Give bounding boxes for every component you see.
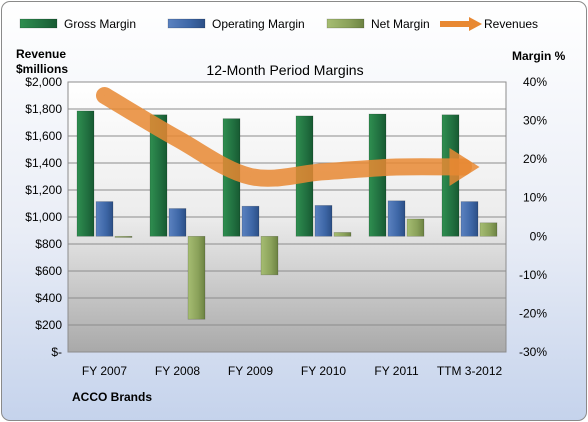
legend-label: Net Margin	[371, 17, 430, 31]
right-tick-label: 10%	[523, 191, 547, 205]
left-tick-label: $1,200	[25, 183, 62, 197]
legend-arrow	[469, 17, 482, 31]
left-tick-label: $400	[35, 291, 62, 305]
left-axis-ticks: $- $200 $400 $600 $800 $1,000 $1,200 $1,400 $1,6…	[25, 75, 62, 359]
legend-label: Operating Margin	[212, 17, 305, 31]
x-tick-label: FY 2010	[301, 364, 346, 378]
right-tick-label: 20%	[523, 152, 547, 166]
revenue-line	[96, 87, 480, 187]
left-tick-label: $200	[35, 318, 62, 332]
right-tick-label: -20%	[519, 306, 547, 320]
left-tick-label: $2,000	[25, 75, 62, 89]
operating-margin-bar	[241, 205, 260, 237]
left-tick-label: $1,000	[25, 210, 62, 224]
right-tick-label: -10%	[519, 268, 547, 282]
revenue-series-line	[96, 87, 472, 187]
operating-margin-bar	[168, 208, 187, 237]
x-axis-ticks: FY 2007 FY 2008 FY 2009 FY 2010 FY 2011 TTM 3…	[82, 364, 503, 378]
right-tick-label: 40%	[523, 75, 547, 89]
chart-title: 12-Month Period Margins	[206, 62, 363, 78]
operating-margin-bar	[314, 205, 333, 237]
left-tick-label: $800	[35, 237, 62, 251]
left-tick-label: $-	[51, 345, 62, 359]
legend-swatch	[167, 18, 206, 29]
legend-label: Revenues	[484, 17, 538, 31]
legend: Gross Margin Operating Margin Net Margin Re…	[19, 17, 538, 31]
net-margin-bar	[333, 232, 352, 237]
gross-margin-bar	[76, 110, 95, 237]
right-tick-label: -30%	[519, 345, 547, 359]
left-tick-label: $1,600	[25, 129, 62, 143]
left-axis-title-line2: $millions	[16, 62, 68, 76]
right-axis-ticks: -30% -20% -10% 0% 10% 20% 30% 40%	[519, 75, 547, 359]
x-tick-label: FY 2009	[228, 364, 273, 378]
net-margin-bar	[406, 218, 425, 237]
x-tick-label: FY 2011	[374, 364, 419, 378]
right-axis-title: Margin %	[512, 49, 566, 63]
net-margin-bar	[260, 235, 279, 276]
legend-label: Gross Margin	[64, 17, 136, 31]
legend-swatch	[326, 18, 365, 29]
left-tick-label: $1,400	[25, 156, 62, 170]
x-tick-label: TTM 3-2012	[437, 364, 503, 378]
operating-margin-bar	[460, 201, 479, 237]
legend-swatch	[19, 18, 58, 29]
right-tick-label: 30%	[523, 114, 547, 128]
company-label: ACCO Brands	[72, 390, 152, 404]
right-tick-label: 0%	[530, 229, 548, 243]
left-tick-label: $1,800	[25, 102, 62, 116]
net-margin-bar	[479, 222, 498, 237]
bars	[76, 110, 498, 320]
left-axis-title-line1: Revenue	[16, 47, 66, 61]
x-tick-label: FY 2007	[82, 364, 127, 378]
net-margin-bar	[114, 235, 133, 238]
left-tick-label: $600	[35, 264, 62, 278]
revenue-arrowhead	[449, 148, 480, 187]
operating-margin-bar	[387, 200, 406, 237]
net-margin-bar	[187, 235, 206, 320]
gross-margin-bar	[149, 114, 168, 237]
x-tick-label: FY 2008	[155, 364, 200, 378]
operating-margin-bar	[95, 201, 114, 237]
